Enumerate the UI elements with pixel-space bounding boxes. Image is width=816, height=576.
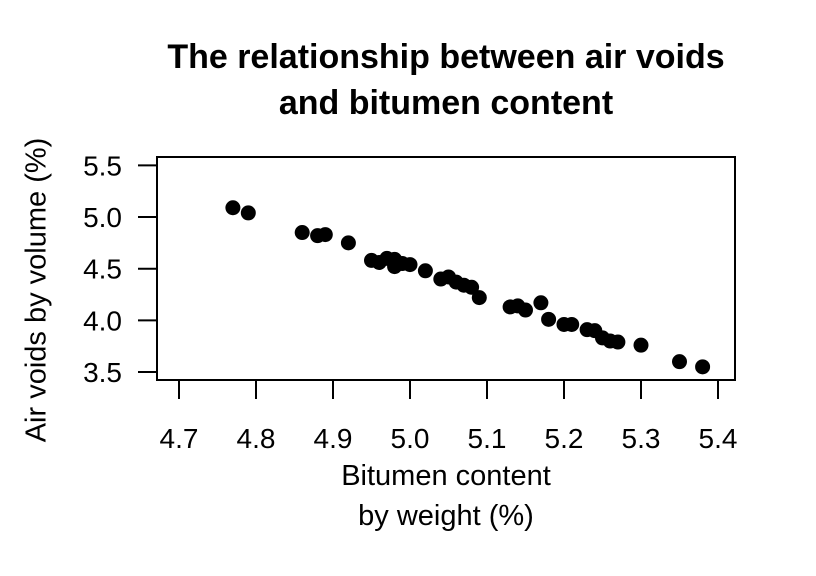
chart-title-line-1: The relationship between air voids [167, 38, 725, 76]
data-point [672, 354, 687, 370]
data-points [225, 200, 711, 375]
data-point [225, 200, 241, 216]
x-tick-label: 5.2 [545, 423, 584, 454]
x-tick-label: 5.0 [391, 423, 430, 454]
y-tick-label: 5.0 [83, 202, 122, 233]
y-axis: 3.5 4.0 4.5 5.0 5.5 [83, 150, 158, 388]
data-point [294, 225, 310, 241]
y-axis-label: Air voids by volume (%) [20, 137, 53, 443]
x-axis-label-line-1: Bitumen content [341, 460, 551, 492]
x-axis-label-line-2: by weight (%) [358, 500, 534, 532]
x-tick-label: 4.8 [237, 423, 276, 454]
x-tick-label: 5.3 [622, 423, 661, 454]
data-point [402, 257, 418, 273]
data-point [541, 311, 557, 327]
x-tick-label: 4.7 [160, 423, 199, 454]
data-point [533, 295, 549, 311]
x-tick-label: 5.4 [699, 423, 738, 454]
x-tick-label: 5.1 [468, 423, 507, 454]
chart-title: The relationship between air voids and b… [0, 34, 816, 126]
x-axis-label: Bitumen content by weight (%) [341, 456, 551, 536]
data-point [564, 316, 580, 332]
x-axis: 4.7 4.8 4.9 5.0 5.1 5.2 5.3 5.4 [160, 380, 738, 454]
data-point [464, 279, 480, 295]
data-point [417, 263, 433, 279]
x-tick-label: 4.9 [314, 423, 353, 454]
data-point [340, 235, 356, 251]
chart-title-line-2: and bitumen content [278, 84, 614, 122]
data-point [240, 205, 256, 221]
y-tick-label: 4.0 [83, 305, 122, 336]
data-point [471, 290, 487, 306]
data-point [633, 337, 649, 353]
data-point [518, 302, 533, 318]
data-point [695, 359, 711, 375]
y-tick-label: 3.5 [83, 357, 122, 388]
data-point [317, 227, 333, 243]
y-tick-label: 5.5 [83, 150, 122, 181]
y-tick-label: 4.5 [83, 254, 122, 285]
data-point [610, 334, 626, 350]
